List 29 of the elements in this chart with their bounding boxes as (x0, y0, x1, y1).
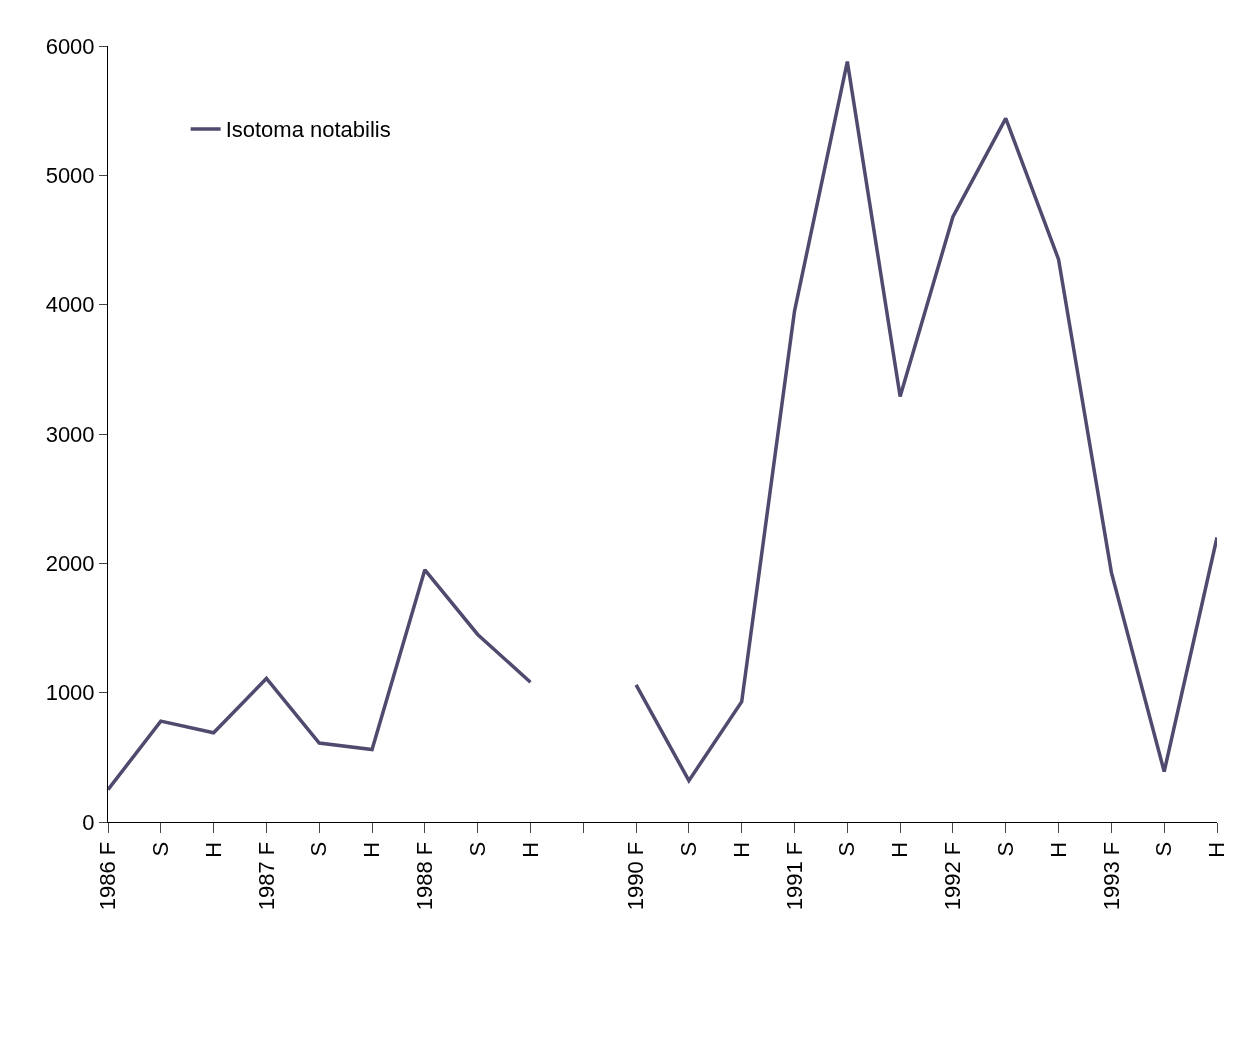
x-tick-label: S (834, 841, 860, 857)
x-tick-label: S (992, 841, 1018, 857)
y-tick-label: 2000 (45, 551, 95, 577)
x-tick-label: 1988 F (412, 841, 438, 911)
y-tick-label: 4000 (45, 292, 95, 318)
x-tick-label: H (359, 841, 385, 858)
x-tick-label: 1993 F (1098, 841, 1124, 911)
x-tick-label: S (147, 841, 173, 857)
y-tick-label: 1000 (45, 680, 95, 706)
x-tick-label: 1992 F (940, 841, 966, 911)
x-tick-label: S (464, 841, 490, 857)
x-tick-label: 1991 F (781, 841, 807, 911)
x-tick-label: S (676, 841, 702, 857)
x-tick-label: 1987 F (253, 841, 279, 911)
x-tick-label: S (1151, 841, 1177, 857)
y-tick-label: 5000 (45, 163, 95, 189)
x-tick-label: 1990 F (623, 841, 649, 911)
legend-label: Isotoma notabilis (225, 117, 391, 143)
x-tick-label: H (200, 841, 226, 858)
x-tick-label: S (306, 841, 332, 857)
x-tick-label: H (887, 841, 913, 858)
x-tick-label: H (728, 841, 754, 858)
x-tick-label: 1986 F (95, 841, 121, 911)
y-tick-label: 3000 (45, 421, 95, 447)
y-tick-label: 6000 (45, 33, 95, 59)
x-tick-label: H (1204, 841, 1230, 858)
x-tick-label: H (1045, 841, 1071, 858)
x-tick-label: H (517, 841, 543, 858)
y-tick-label: 0 (82, 809, 95, 835)
